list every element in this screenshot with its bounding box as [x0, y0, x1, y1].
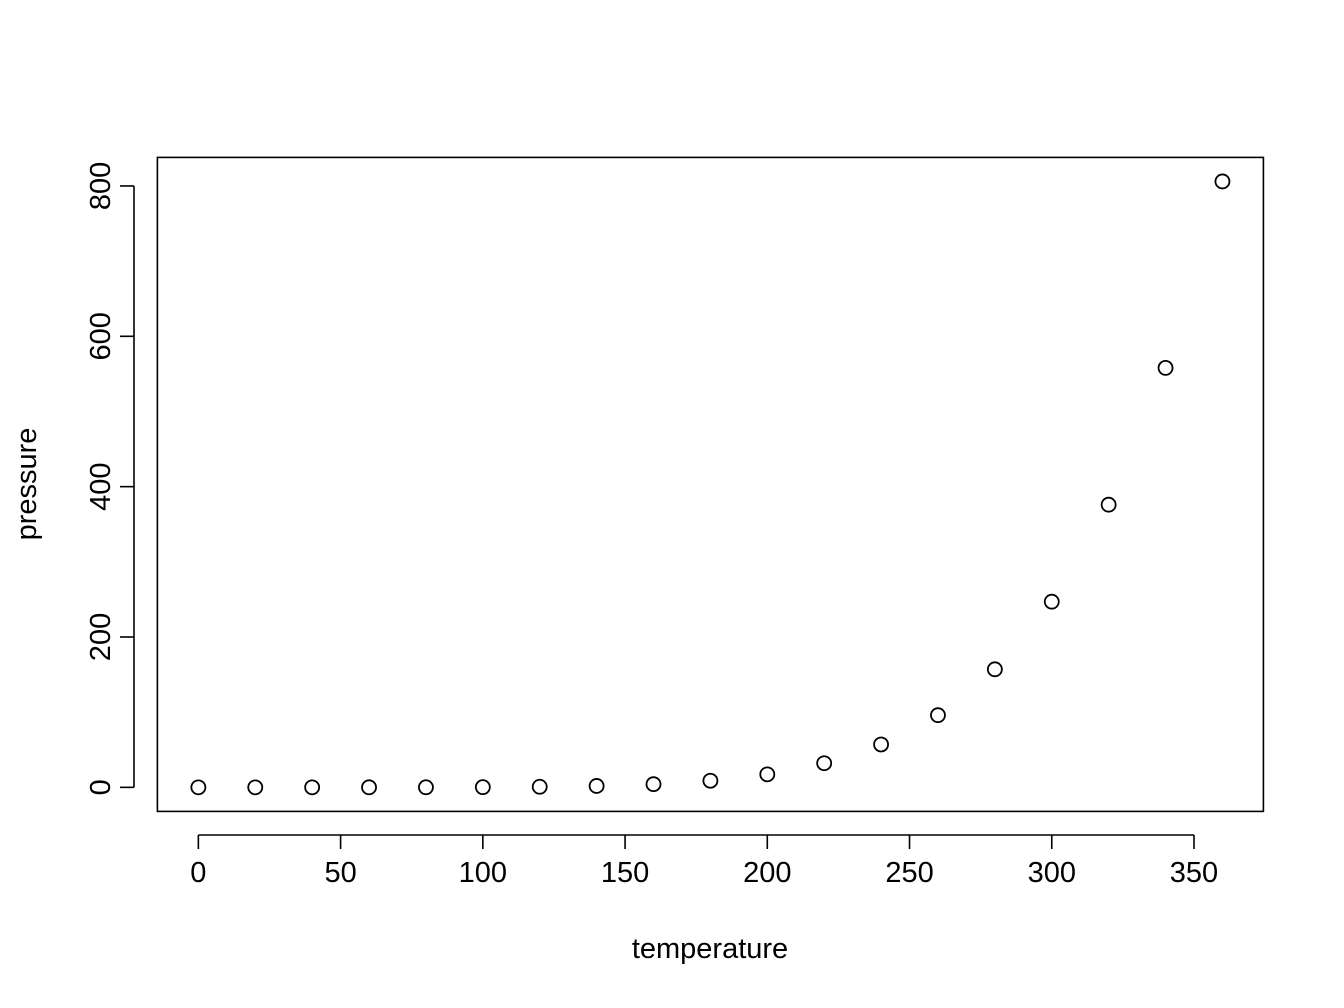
data-point [304, 779, 321, 796]
data-point [247, 779, 264, 796]
x-tick-label: 350 [1170, 857, 1218, 889]
data-point [1043, 593, 1060, 610]
x-axis-label: temperature [632, 933, 788, 965]
data-point [873, 736, 889, 753]
y-tick-label: 0 [85, 779, 117, 795]
data-point [190, 779, 207, 796]
data-point [702, 772, 719, 789]
data-point [816, 755, 833, 772]
data-point [645, 776, 662, 793]
data-point [1100, 496, 1117, 513]
data-point [930, 707, 946, 724]
x-tick-label: 0 [190, 857, 206, 889]
data-points [190, 173, 1231, 796]
y-axis-label: pressure [11, 428, 43, 541]
data-point [418, 779, 434, 796]
plot-frame [156, 156, 1265, 813]
data-point [474, 779, 491, 796]
x-tick-label: 300 [1028, 857, 1076, 889]
x-tick-label: 250 [885, 857, 933, 889]
x-tick-label: 50 [324, 857, 356, 889]
y-tick-label: 200 [85, 613, 117, 661]
x-tick-label: 100 [459, 857, 507, 889]
y-tick-label: 400 [85, 462, 117, 510]
data-point [531, 778, 548, 795]
y-axis: 0 200 400 600 800 [85, 162, 135, 795]
y-tick-label: 600 [85, 312, 117, 360]
data-point [986, 661, 1003, 678]
data-point [588, 778, 605, 794]
data-point [361, 779, 377, 796]
data-point [759, 766, 776, 783]
x-axis: 0 50 100 150 200 250 300 350 [190, 834, 1218, 889]
y-tick-label: 800 [85, 162, 117, 210]
data-point [1157, 359, 1174, 376]
x-tick-label: 200 [743, 857, 791, 889]
data-point [1214, 173, 1231, 190]
x-tick-label: 150 [601, 857, 649, 889]
